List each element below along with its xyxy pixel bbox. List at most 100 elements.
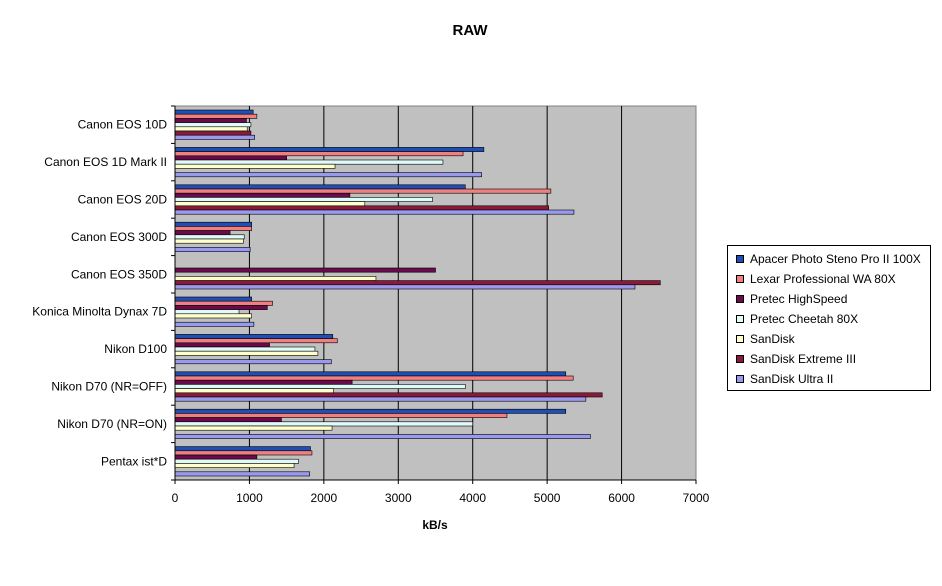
legend-swatch [736, 335, 744, 343]
bar [174, 276, 377, 281]
legend-item: Apacer Photo Steno Pro II 100X [736, 252, 921, 266]
y-tick-label: Canon EOS 300D [71, 230, 167, 244]
legend-label: Pretec HighSpeed [750, 292, 848, 306]
bar [174, 122, 252, 128]
y-tick-label: Canon EOS 10D [78, 118, 168, 132]
x-tick-label: 7000 [683, 491, 710, 505]
y-tick-label: Nikon D100 [104, 342, 167, 356]
x-axis-label: kB/s [422, 518, 448, 532]
x-tick-label: 1000 [236, 491, 263, 505]
legend-item: SanDisk Ultra II [736, 372, 833, 386]
legend-swatch [736, 275, 744, 283]
chart-title: RAW [453, 22, 489, 39]
bar [174, 396, 587, 402]
bar [174, 109, 254, 115]
bar [174, 184, 466, 190]
bar [174, 392, 603, 398]
legend-label: Lexar Professional WA 80X [750, 272, 896, 286]
bar [174, 321, 255, 327]
y-tick-label: Nikon D70 (NR=ON) [57, 417, 167, 431]
bar [174, 421, 474, 427]
bar [174, 313, 252, 319]
bar [174, 130, 252, 136]
bars [174, 109, 661, 477]
bar [174, 446, 311, 452]
y-tick-label: Canon EOS 20D [78, 193, 168, 207]
bar [174, 201, 366, 207]
legend-label: SanDisk Ultra II [750, 372, 834, 386]
legend-item: Pretec Cheetah 80X [736, 312, 858, 326]
bar [174, 309, 240, 315]
bar [174, 205, 549, 211]
legend-label: SanDisk Extreme III [750, 352, 857, 366]
x-tick-label: 4000 [459, 491, 486, 505]
bar [174, 159, 444, 165]
bar [174, 226, 252, 231]
x-tick-label: 3000 [385, 491, 412, 505]
bar [174, 379, 353, 385]
bar [174, 155, 287, 161]
bar [174, 463, 295, 468]
bar [174, 234, 245, 240]
bar [174, 280, 661, 286]
legend-swatch [736, 295, 744, 303]
legend-swatch [736, 355, 744, 363]
bar [174, 192, 351, 198]
y-tick-label: Konica Minolta Dynax 7D [32, 305, 167, 319]
legend-label: Apacer Photo Steno Pro II 100X [750, 252, 921, 266]
y-tick-label: Pentax ist*D [101, 454, 167, 468]
bar [174, 267, 436, 273]
bar [174, 334, 334, 339]
legend: Apacer Photo Steno Pro II 100X Lexar Prof… [727, 245, 931, 391]
bar [174, 147, 485, 152]
bar [174, 300, 273, 306]
bar [174, 188, 552, 194]
bar [174, 113, 258, 119]
legend-label: SanDisk [750, 332, 795, 346]
x-tick-labels: 0 1000 2000 3000 4000 5000 6000 7000 [172, 491, 710, 505]
bar [174, 172, 482, 178]
legend-swatch [736, 375, 744, 383]
bar [174, 338, 338, 344]
bar [174, 305, 268, 310]
bar [174, 413, 508, 418]
bar [174, 384, 466, 389]
x-tick-label: 5000 [534, 491, 561, 505]
bar [174, 230, 231, 236]
legend-label: Pretec Cheetah 80X [750, 312, 859, 326]
bar [174, 471, 311, 477]
bar [174, 118, 247, 123]
y-tick-label: Canon EOS 1D Mark II [44, 155, 167, 169]
x-tick-label: 2000 [311, 491, 338, 505]
bar [174, 454, 258, 460]
bar [174, 163, 336, 169]
y-tick-label: Nikon D70 (NR=OFF) [51, 380, 167, 394]
bar [174, 434, 591, 439]
bar [174, 238, 244, 244]
y-tick-label: Canon EOS 350D [71, 267, 167, 281]
legend-swatch [736, 255, 744, 263]
bar [174, 359, 332, 365]
bar [174, 371, 567, 377]
legend-item: Lexar Professional WA 80X [736, 272, 896, 286]
bar [174, 417, 282, 423]
bar [174, 425, 333, 431]
bar [174, 209, 575, 215]
legend-swatch [736, 315, 744, 323]
bar [174, 134, 255, 140]
bar [174, 284, 636, 290]
bar [174, 197, 433, 202]
bar [174, 221, 252, 227]
legend-item: SanDisk Extreme III [736, 352, 856, 366]
bar [174, 247, 251, 252]
bar [174, 458, 299, 464]
bar [174, 342, 270, 348]
bar [174, 350, 319, 356]
bar [174, 450, 313, 456]
x-tick-label: 0 [172, 491, 179, 505]
bar [174, 346, 316, 352]
legend-item: SanDisk [736, 332, 795, 346]
y-tick-labels: Canon EOS 10D Canon EOS 1D Mark II Canon E… [32, 118, 167, 469]
